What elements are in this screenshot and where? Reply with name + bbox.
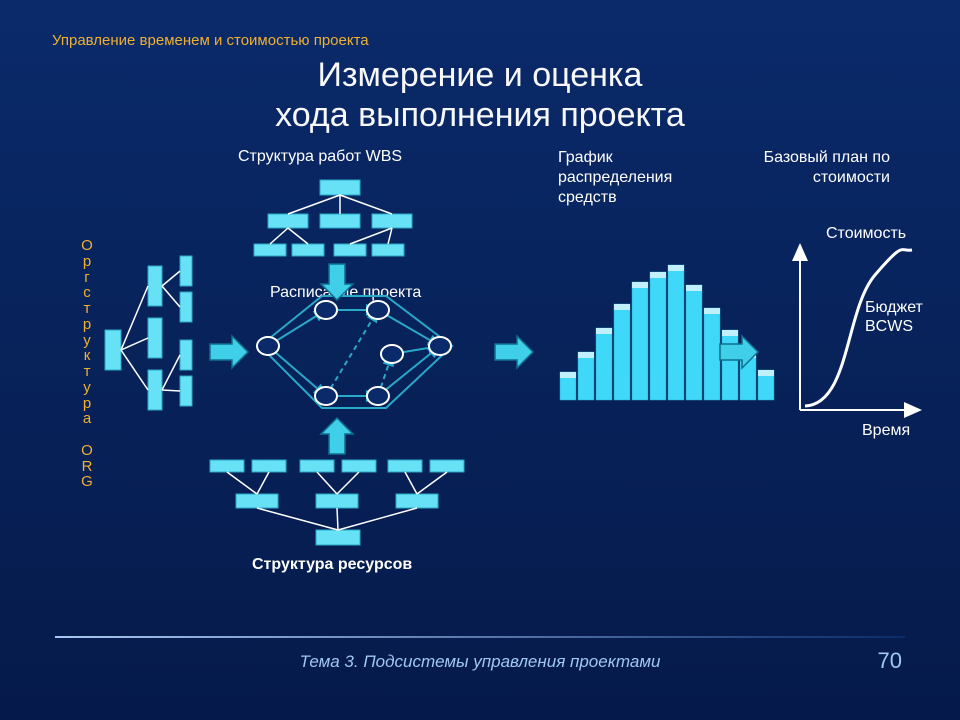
header-small: Управление временем и стоимостью проекта [52, 32, 369, 49]
label-schedule-dist: График распределения средств [558, 148, 708, 208]
footer-divider [55, 636, 905, 638]
label-org: Оргструктура ORG [80, 238, 94, 490]
label-time: Время [862, 422, 910, 440]
label-cost: Стоимость [826, 225, 906, 243]
label-wbs: Структура работ WBS [238, 148, 402, 166]
page-number: 70 [878, 648, 902, 674]
footer-text: Тема 3. Подсистемы управления проектами [0, 652, 960, 672]
label-budget: Бюджет BCWS [865, 298, 945, 336]
title-line-1: Измерение и оценка [0, 56, 960, 95]
label-project-schedule: Расписание проекта [270, 284, 421, 302]
title-line-2: хода выполнения проекта [0, 96, 960, 135]
label-base-plan: Базовый план по стоимости [740, 148, 890, 188]
label-resource-structure: Структура ресурсов [252, 556, 412, 574]
